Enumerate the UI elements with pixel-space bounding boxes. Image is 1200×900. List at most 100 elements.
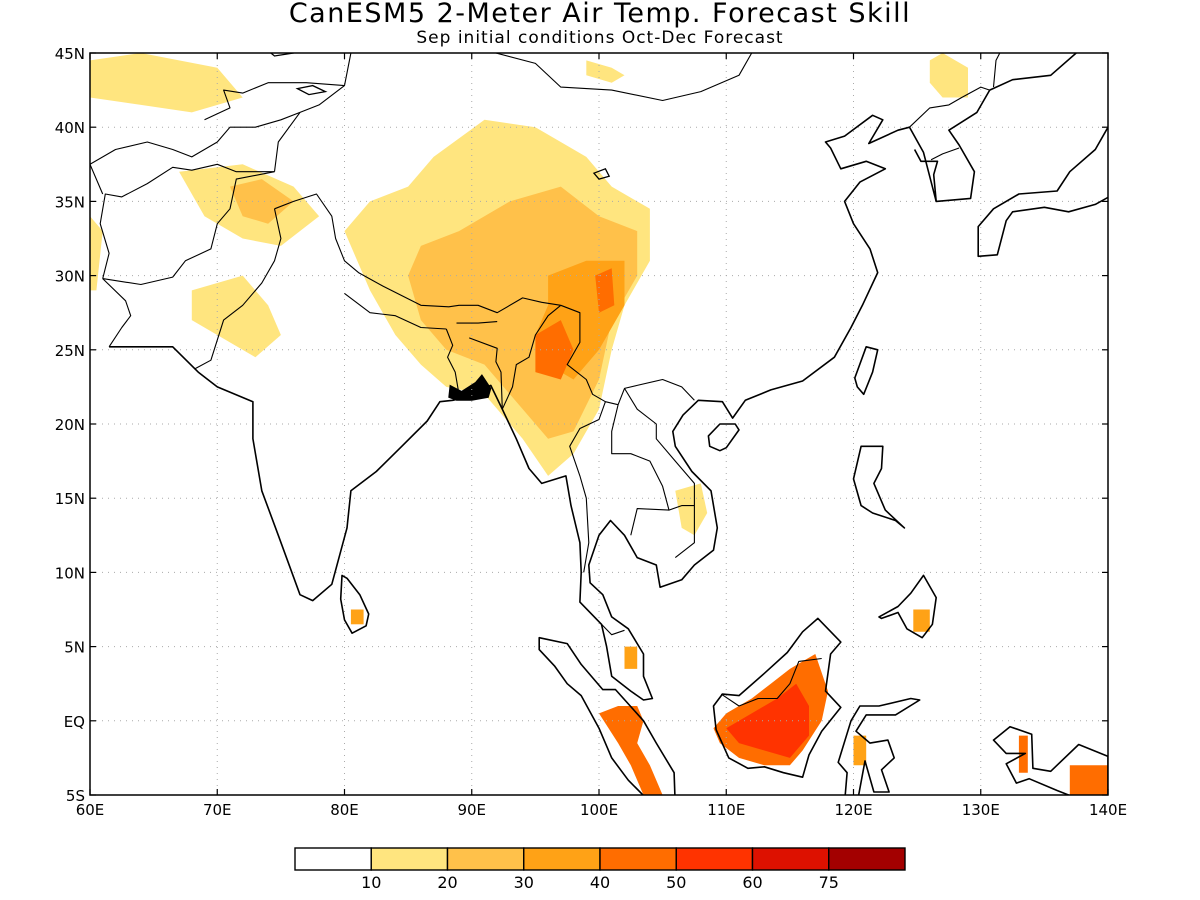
luzon-coast <box>852 445 906 529</box>
y-tick-label: EQ <box>64 713 85 731</box>
y-tick-label: 35N <box>55 193 85 211</box>
west-india-skill <box>191 275 281 358</box>
y-tick-label: 5S <box>66 787 85 805</box>
new-guinea-coast <box>992 725 1108 795</box>
lake-balkhash <box>269 53 297 57</box>
colorbar-label: 40 <box>590 873 610 892</box>
x-tick-label: 100E <box>580 801 618 819</box>
map-plot-area <box>89 52 1109 796</box>
colorbar-label: 60 <box>742 873 762 892</box>
sumatra-coast <box>538 636 676 795</box>
colorbar-swatch <box>446 847 525 871</box>
china-korea-border <box>909 86 990 128</box>
x-tick-label: 110E <box>707 801 745 819</box>
iran-skill <box>90 216 103 291</box>
x-axis: 60E 70E 80E 90E 100E 110E 120E 130E 140E <box>76 53 1127 819</box>
china-russia-border <box>992 53 1001 88</box>
colorbar-swatch <box>751 847 830 871</box>
tibet-plateau-skill-20 <box>408 186 638 439</box>
laos-border <box>611 404 695 511</box>
bangladesh-border <box>445 328 460 395</box>
y-tick-label: 15N <box>55 490 85 508</box>
borneo-skill-60 <box>726 683 809 758</box>
korea-west-coast <box>913 149 939 202</box>
china-mongolia-border <box>446 53 753 102</box>
coastline-layer <box>90 53 1108 795</box>
china-west-border <box>273 53 352 172</box>
thailand-myanmar-border <box>569 401 606 573</box>
cambodia-border <box>630 508 670 536</box>
x-tick-label: 120E <box>834 801 872 819</box>
manchuria-skill <box>929 53 968 98</box>
india-myanmar-border <box>501 304 562 410</box>
hainan-coast <box>707 423 740 452</box>
sri-lanka-coast <box>339 574 370 635</box>
pakistan-afghanistan-border <box>102 171 275 286</box>
new-guinea-skill <box>1069 765 1108 795</box>
skill-shading-layer <box>90 53 1108 795</box>
colorbar-swatch <box>675 847 754 871</box>
nepal-south-border <box>344 292 447 330</box>
x-tick-label: 140E <box>1089 801 1127 819</box>
y-tick-label: 5N <box>64 639 85 657</box>
y-tick-label: 10N <box>55 564 85 582</box>
indochina-skill <box>675 483 708 536</box>
x-tick-label: 70E <box>203 801 232 819</box>
y-axis: 5S EQ 5N 10N 15N 20N 25N 30N 35N 40N 45N <box>55 45 1108 805</box>
colorbar-label: 75 <box>819 873 839 892</box>
taiwan-coast <box>853 345 879 396</box>
malaysia-borneo-border <box>720 657 822 707</box>
vietnam-west-border <box>624 388 695 559</box>
x-tick-label: 90E <box>457 801 486 819</box>
colorbar-swatch <box>523 847 601 871</box>
colorbar-swatch <box>370 847 449 871</box>
mindanao-skill <box>913 609 930 632</box>
celebes-skill <box>853 735 867 766</box>
x-tick-label: 60E <box>76 801 105 819</box>
bangladesh-east-border <box>469 337 503 410</box>
japan-coast <box>977 126 1108 258</box>
malaya-skill <box>624 646 638 669</box>
y-tick-label: 20N <box>55 416 85 434</box>
y-tick-label: 45N <box>55 45 85 63</box>
borneo-coast <box>712 617 842 779</box>
colorbar: 10 20 30 40 50 60 75 <box>294 847 906 892</box>
colorbar-label: 20 <box>437 873 457 892</box>
indian-subcontinent-coast <box>109 53 1077 701</box>
malaysia-thailand-border <box>601 623 625 636</box>
sri-lanka-skill <box>350 609 364 625</box>
central-asia-border-2 <box>204 82 345 121</box>
central-asia-skill <box>90 53 243 113</box>
x-tick-label: 130E <box>962 801 1000 819</box>
pakistan-skill-20 <box>230 179 294 224</box>
bhutan-border <box>456 321 498 324</box>
sulawesi-coast <box>837 697 921 795</box>
x-tick-label: 80E <box>330 801 359 819</box>
colorbar-label: 30 <box>514 873 534 892</box>
yunnan-skill-40 <box>535 320 574 380</box>
iran-pakistan-border <box>102 278 132 348</box>
korea-dmz <box>930 147 960 161</box>
issyk-kul <box>295 84 328 96</box>
central-asia-border-1 <box>90 111 301 195</box>
colorbar-swatch <box>294 847 372 871</box>
qinghai-lake <box>592 167 611 180</box>
gridlines <box>90 53 1108 795</box>
colorbar-swatch <box>599 847 677 871</box>
y-tick-label: 30N <box>55 268 85 286</box>
sichuan-skill-40 <box>595 268 615 313</box>
mindanao-coast <box>878 574 938 639</box>
chart-title: CanESM5 2-Meter Air Temp. Forecast Skill <box>288 0 912 29</box>
colorbar-label: 10 <box>361 873 381 892</box>
iran-afghanistan-border <box>99 163 275 279</box>
colorbar-swatch <box>828 847 906 871</box>
mongolia-skill <box>586 60 625 83</box>
india-pakistan-border <box>194 208 282 370</box>
sumatra-skill <box>599 706 663 795</box>
colorbar-label: 50 <box>666 873 686 892</box>
y-tick-label: 25N <box>55 342 85 360</box>
chart-subtitle: Sep initial conditions Oct-Dec Forecast <box>416 28 784 48</box>
y-tick-label: 40N <box>55 119 85 137</box>
himalaya-border <box>274 193 561 314</box>
